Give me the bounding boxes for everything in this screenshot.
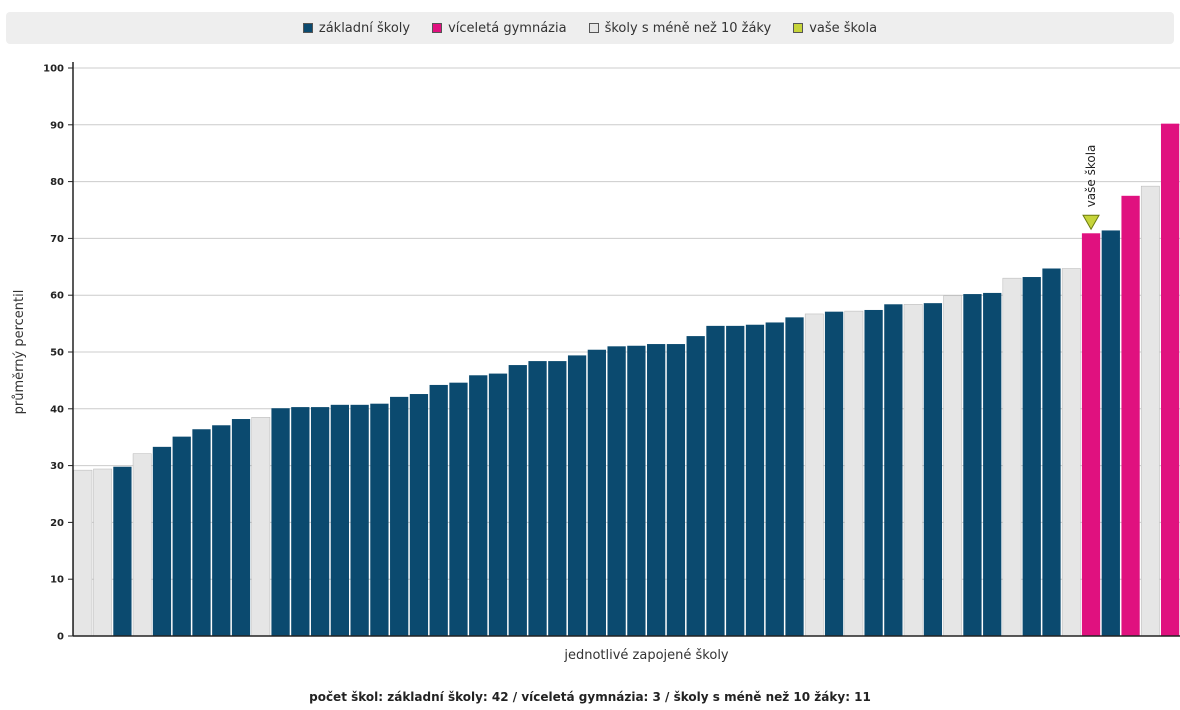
bar-small	[844, 310, 864, 637]
bar-zs	[488, 373, 508, 636]
bar-zs	[666, 344, 686, 636]
bar-zs	[765, 322, 784, 636]
bar-zs	[1022, 277, 1041, 636]
bar-zs	[884, 304, 903, 636]
bar-zs	[370, 403, 389, 636]
bar-zs	[745, 324, 765, 636]
legend-swatch-zakladni-skoly	[302, 23, 313, 33]
bar-zs	[983, 292, 1002, 636]
bar-vg	[1160, 123, 1180, 636]
bar-zs	[449, 382, 468, 636]
bar-zs	[785, 317, 804, 636]
bar-zs	[726, 325, 745, 636]
bar-zs	[963, 294, 982, 636]
bar-small	[132, 453, 152, 637]
bar-small	[93, 468, 113, 637]
bar-zs	[567, 355, 587, 636]
bar-zs	[528, 361, 547, 636]
own-school-marker	[1082, 214, 1100, 231]
bar-zs	[864, 309, 883, 636]
bar-small	[73, 469, 93, 637]
bar-small	[903, 304, 923, 637]
bar-zs	[429, 384, 448, 636]
bar-zs	[192, 429, 211, 636]
bar-zs	[212, 425, 231, 636]
bar-zs	[409, 394, 429, 636]
legend-label-viceleta-gymnazia: víceletá gymnázia	[448, 20, 567, 36]
bar-zs	[1042, 268, 1061, 636]
legend-item-viceleta-gymnazia: víceletá gymnázia	[432, 20, 567, 36]
bar-zs	[824, 311, 844, 636]
bar-zs	[330, 404, 349, 636]
axes: 0 10 20 30 40 50 60 70 80 90 100 jednotlivé zapojen…	[12, 62, 1180, 663]
y-tick-label: 60	[50, 291, 64, 302]
bar-small	[1140, 185, 1160, 637]
y-tick-label: 30	[50, 461, 64, 472]
bar-zs	[607, 346, 626, 636]
bar-zs	[172, 436, 191, 636]
annotations: vaše škola	[1082, 145, 1100, 231]
y-tick-label: 20	[50, 518, 64, 529]
bar-small	[804, 313, 824, 637]
bar-zs	[508, 365, 527, 636]
legend: základní školy víceletá gymnázia školy s…	[6, 12, 1174, 44]
y-tick-label: 10	[50, 575, 64, 586]
legend-label-male-skoly: školy s méně než 10 žáky	[604, 20, 772, 36]
bar-zs	[647, 344, 666, 636]
bar-zs	[390, 396, 409, 636]
bar-zs	[152, 446, 172, 636]
bar-zs	[587, 349, 606, 636]
legend-item-vase-skola: vaše škola	[793, 21, 877, 36]
bar-zs	[291, 407, 310, 636]
bar-zs	[923, 303, 943, 636]
y-axis-label: průměrný percentil	[12, 290, 27, 415]
y-tick-label: 70	[50, 234, 64, 245]
bar-zs	[350, 404, 369, 636]
bar-small	[251, 417, 271, 637]
legend-swatch-viceleta-gymnazia	[432, 23, 443, 33]
legend-label-zakladni-skoly: základní školy	[318, 20, 411, 36]
bars	[73, 123, 1180, 637]
bar-small	[943, 295, 963, 637]
bar-small	[1061, 268, 1081, 637]
y-tick-label: 100	[43, 64, 64, 75]
bar-chart: 0 10 20 30 40 50 60 70 80 90 100 jednotlivé zapojen…	[12, 62, 1180, 663]
y-tick-label: 80	[50, 177, 64, 188]
bar-small	[1002, 277, 1022, 637]
legend-item-male-skoly: školy s méně než 10 žáky	[588, 20, 772, 36]
bar-zs	[627, 345, 646, 636]
y-tick-label: 90	[50, 120, 64, 131]
bar-vg	[1121, 195, 1140, 637]
footer-summary: počet škol: základní školy: 42 / vícelet…	[309, 690, 871, 704]
legend-item-zakladni-skoly: základní školy	[302, 20, 411, 36]
y-tick-label: 0	[57, 632, 64, 643]
bar-zs	[686, 336, 705, 636]
bar-zs	[1101, 230, 1120, 636]
legend-swatch-vase-skola	[793, 23, 804, 33]
bar-zs	[706, 325, 725, 636]
bar-zs	[548, 361, 567, 636]
legend-label-vase-skola: vaše škola	[809, 20, 878, 36]
y-tick-label: 50	[50, 348, 64, 359]
y-tick-label: 40	[50, 404, 64, 415]
bar-vg	[1081, 233, 1101, 636]
legend-swatch-male-skoly	[588, 23, 599, 33]
bar-zs	[469, 375, 488, 636]
bar-zs	[271, 408, 290, 636]
bar-zs	[113, 466, 132, 636]
x-axis-label: jednotlivé zapojené školy	[563, 648, 729, 663]
bar-zs	[310, 407, 330, 636]
own-school-label: vaše škola	[1084, 145, 1098, 208]
bar-zs	[231, 419, 251, 636]
